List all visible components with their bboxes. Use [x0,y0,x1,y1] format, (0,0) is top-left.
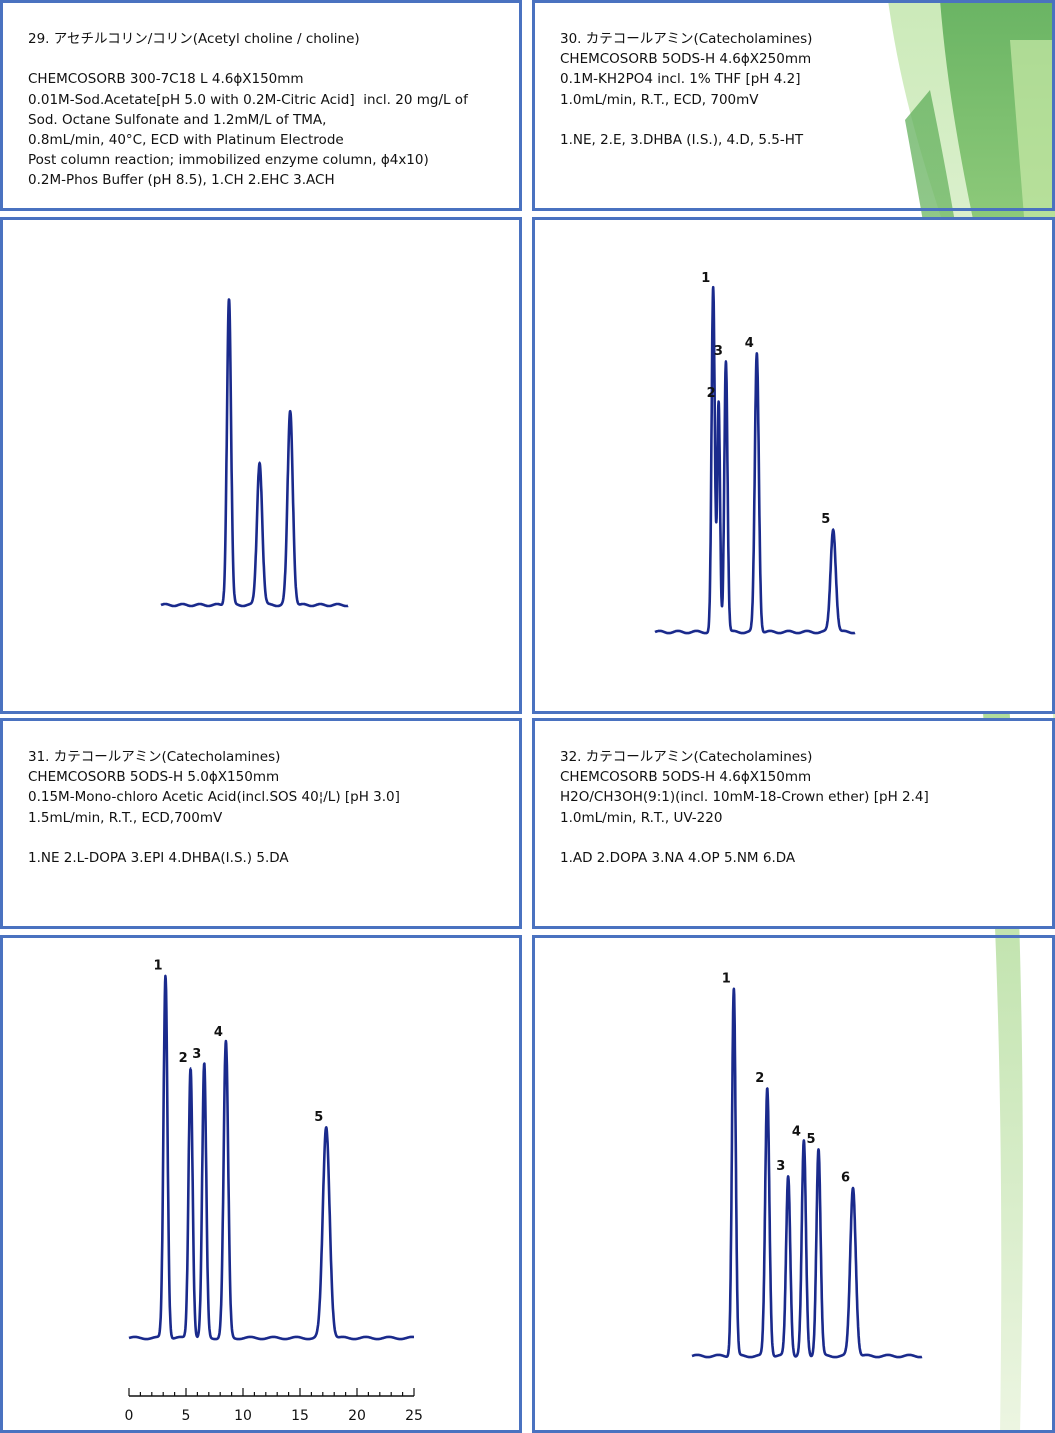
panel-31-line: 0.15M-Mono-chloro Acetic Acid(incl.SOS 4… [28,789,400,806]
panel-30-line: 1.0mL/min, R.T., ECD, 700mV [560,91,759,108]
peak-label-5: 5 [821,512,830,527]
panel-30-line: 0.1M-KH2PO4 incl. 1% THF [pH 4.2] [560,71,801,88]
panel-29-line: 0.01M-Sod.Acetate[pH 5.0 with 0.2M-Citri… [28,91,468,108]
panel-31-chart: 1 2 3 4 5 0 5 10 15 20 25 [0,935,522,1433]
peak-label-1: 1 [154,958,163,973]
panel-29-line: Sod. Octane Sulfonate and 1.2mM/L of TMA… [28,111,327,128]
peak-apex-4 [803,1140,805,1143]
panel-32-line [560,828,1042,848]
peak-apex-1 [228,298,230,300]
chromatogram-trace [653,285,857,635]
peak-label-2: 2 [707,386,716,401]
peak-label-3: 3 [776,1159,785,1174]
peak-apex-3 [203,1063,205,1065]
peak-apex-5 [817,1148,820,1150]
chromatogram-trace [159,298,350,608]
panel-30-line: CHEMCOSORB 5ODS-H 4.6ϕX250mm [560,51,812,68]
panel-31-text: 31. カテコールアミン(Catecholamines) CHEMCOSORB … [28,747,509,868]
panel-30-title: 30. カテコールアミン(Catecholamines) [560,31,813,47]
panel-31-info: 31. カテコールアミン(Catecholamines) CHEMCOSORB … [0,718,522,929]
peak-apex-1 [164,974,167,977]
x-tick-label: 25 [405,1408,423,1424]
peak-apex-3 [725,360,727,362]
panel-30-line [560,110,1042,130]
panel-32-line: 1.0mL/min, R.T., UV-220 [560,809,723,826]
panel-31-title: 31. カテコールアミン(Catecholamines) [28,749,281,765]
peak-label-1: 1 [722,971,731,986]
panel-29-info: 29. アセチルコリン/コリン(Acetyl choline / choline… [0,0,522,211]
panel-32-text: 32. カテコールアミン(Catecholamines) CHEMCOSORB … [560,747,1042,868]
panel-29-title: 29. アセチルコリン/コリン(Acetyl choline / choline… [28,31,360,47]
x-tick-label: 0 [125,1408,134,1424]
peak-label-2: 2 [179,1051,188,1066]
panel-30-chart: 1 2 3 4 5 [532,217,1055,714]
peak-apex-4 [756,352,758,354]
chromatogram-30: 1 2 3 4 5 [653,271,857,635]
peak-label-1: 1 [701,271,710,286]
panel-29-line [28,49,509,69]
peak-apex-5 [325,1126,328,1128]
panel-29-text: 29. アセチルコリン/コリン(Acetyl choline / choline… [28,29,509,191]
peak-label-4: 4 [745,336,754,351]
panel-29-chart [0,217,522,714]
panel-32-line: CHEMCOSORB 5ODS-H 4.6ϕX150mm [560,769,812,786]
panel-30-text: 30. カテコールアミン(Catecholamines) CHEMCOSORB … [560,29,1042,150]
peak-label-5: 5 [807,1132,816,1147]
peak-apex-2 [766,1087,769,1089]
chromatogram-31: 1 2 34 5 0 5 10 15 20 25 [125,958,423,1424]
peak-label-3: 3 [192,1047,201,1062]
panel-31-line: CHEMCOSORB 5ODS-H 5.0ϕX150mm [28,769,280,786]
chromatogram-trace [128,974,416,1341]
peak-apex-4 [225,1041,227,1043]
peak-apex-3 [289,410,292,412]
panel-30-line: 1.NE, 2.E, 3.DHBA (I.S.), 4.D, 5.5-HT [560,132,804,148]
chromatogram-29 [159,298,350,608]
chromatogram-trace [691,987,924,1359]
x-tick-label: 20 [348,1408,366,1424]
peak-label-3: 3 [714,344,723,359]
x-tick-label: 5 [182,1408,191,1424]
panel-29-line: Post column reaction; immobilized enzyme… [28,152,429,169]
panel-29-line: 0.8mL/min, 40°C, ECD with Platinum Elect… [28,132,344,148]
peak-apex-5 [832,528,834,530]
panel-29-line: CHEMCOSORB 300-7C18 L 4.6ϕX150mm [28,71,304,88]
panel-31-line: 1.5mL/min, R.T., ECD,700mV [28,809,223,826]
panel-30-info: 30. カテコールアミン(Catecholamines) CHEMCOSORB … [532,0,1055,211]
peak-label-5: 5 [314,1110,323,1125]
peak-apex-3 [787,1175,789,1177]
panel-32-info: 32. カテコールアミン(Catecholamines) CHEMCOSORB … [532,718,1055,929]
peak-label-4: 4 [792,1125,801,1140]
panel-32-line: H2O/CH3OH(9:1)(incl. 10mM-18-Crown ether… [560,789,929,806]
peak-apex-6 [852,1186,854,1189]
panel-31-line: 1.NE 2.L-DOPA 3.EPI 4.DHBA(I.S.) 5.DA [28,850,289,866]
peak-label-6: 6 [841,1171,850,1186]
chromatogram-32: 1 2 3 45 6 [691,971,924,1359]
peak-apex-2 [717,402,720,404]
panel-29-line: 0.2M-Phos Buffer (pH 8.5), 1.CH 2.EHC 3.… [28,172,335,189]
peak-apex-2 [258,461,261,463]
panel-32-line: 1.AD 2.DOPA 3.NA 4.OP 5.NM 6.DA [560,850,796,866]
x-tick-label: 10 [234,1408,252,1424]
peak-label-2: 2 [755,1071,764,1086]
panel-32-title: 32. カテコールアミン(Catecholamines) [560,749,813,765]
peak-label-4: 4 [214,1025,223,1040]
x-tick-label: 15 [291,1408,309,1424]
peak-apex-1 [712,287,714,289]
peak-apex-1 [733,987,735,990]
peak-apex-2 [189,1067,192,1069]
panel-31-line [28,828,509,848]
